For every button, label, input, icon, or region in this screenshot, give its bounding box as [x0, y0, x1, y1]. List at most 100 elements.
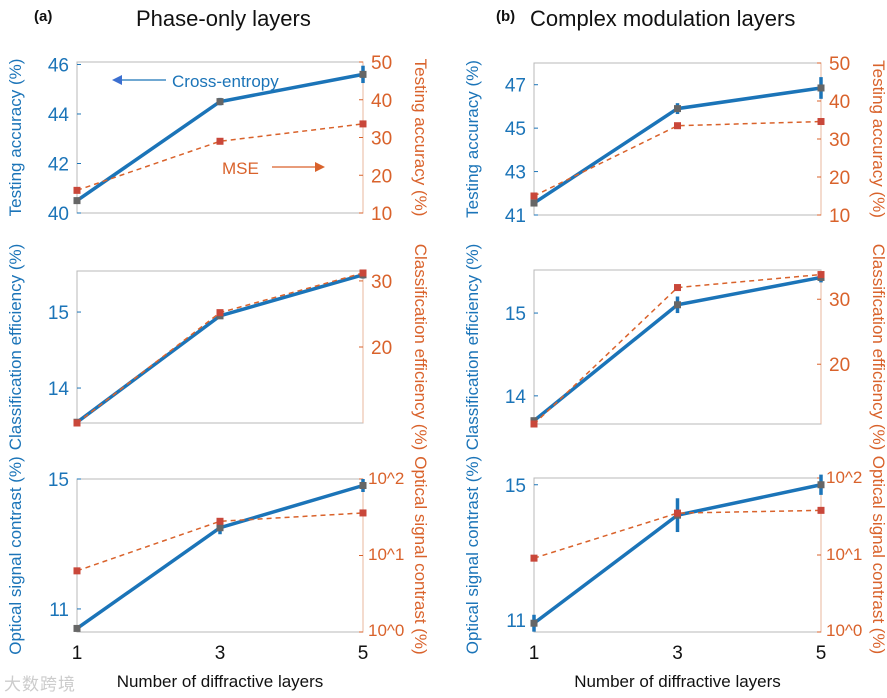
- series-line-cross-entropy: [76, 72, 364, 203]
- left-axis-title: Classification efficiency (%): [6, 244, 25, 451]
- right-tick-label: 50: [371, 53, 392, 74]
- right-tick-label: 30: [371, 272, 392, 293]
- x-axis-title: Number of diffractive layers: [117, 672, 324, 691]
- right-tick-label-log: 10^2: [826, 468, 863, 487]
- data-point-cross-entropy: [73, 624, 81, 632]
- right-tick-label-log: 10^1: [368, 545, 405, 564]
- right-axis-title: Testing accuracy (%): [869, 60, 887, 218]
- data-point-cross-entropy: [216, 98, 224, 106]
- data-point-cross-entropy: [359, 70, 367, 78]
- panel-b-label: (b): [496, 8, 516, 25]
- left-axis-title: Testing accuracy (%): [6, 59, 25, 217]
- left-tick-label: 40: [48, 204, 69, 225]
- data-point-mse: [73, 186, 81, 194]
- left-tick-label: 15: [505, 476, 526, 497]
- series-line-mse: [533, 120, 822, 197]
- data-point-mse: [73, 419, 81, 427]
- right-axis-title: Testing accuracy (%): [411, 59, 430, 217]
- data-point-cross-entropy: [530, 199, 538, 207]
- series-line-mse: [533, 509, 822, 559]
- right-tick-label: 30: [829, 290, 850, 311]
- x-tick-label: 1: [72, 643, 83, 664]
- right-tick-label: 20: [829, 168, 850, 189]
- right-axis-title: Optical signal contrast (%): [411, 456, 430, 654]
- right-tick-label-log: 10^1: [826, 545, 863, 564]
- data-point-mse: [216, 309, 224, 317]
- data-point-cross-entropy: [674, 301, 681, 309]
- left-axis-title: Optical signal contrast (%): [463, 456, 482, 654]
- data-point-cross-entropy: [73, 197, 81, 205]
- left-tick-label: 14: [48, 379, 70, 400]
- right-tick-label: 40: [371, 91, 392, 112]
- data-point-cross-entropy: [674, 105, 681, 113]
- series-line-mse: [76, 123, 364, 192]
- left-tick-label: 11: [49, 600, 69, 621]
- plot-frame: [76, 270, 364, 424]
- right-axis-title: Optical signal contrast (%): [869, 456, 887, 654]
- data-point-mse: [530, 192, 538, 200]
- data-point-mse: [216, 137, 224, 145]
- data-point-mse: [359, 269, 367, 277]
- watermark: 大数跨境: [4, 675, 76, 694]
- left-axis-title: Testing accuracy (%): [463, 60, 482, 218]
- chart-a-testing: 40 42 44 46 10 20 30 40 50 Testing accuracy (%) Te…: [6, 53, 430, 225]
- left-tick-label: 11: [506, 611, 526, 632]
- data-point-mse: [674, 284, 681, 292]
- arrow-right-icon: [315, 162, 325, 172]
- left-tick-label: 15: [48, 303, 69, 324]
- left-tick-label: 14: [505, 387, 527, 408]
- x-axis-title: Number of diffractive layers: [574, 672, 781, 691]
- left-tick-label: 43: [505, 163, 526, 184]
- panel-a-title: Phase-only layers: [136, 6, 311, 31]
- right-tick-label: 40: [829, 92, 850, 113]
- right-tick-label: 10: [829, 206, 850, 227]
- data-point-mse: [530, 554, 538, 562]
- annotation-cross-entropy: Cross-entropy: [172, 72, 279, 91]
- data-point-mse: [359, 509, 367, 517]
- right-tick-label-log: 10^0: [826, 621, 863, 640]
- series-line-mse: [76, 272, 364, 424]
- series-line-cross-entropy: [75, 273, 364, 424]
- data-point-cross-entropy: [530, 619, 538, 627]
- right-tick-label: 20: [371, 166, 392, 187]
- left-tick-label: 47: [505, 76, 526, 97]
- data-point-mse: [674, 509, 681, 517]
- left-tick-label: 15: [505, 304, 526, 325]
- x-tick-label: 3: [215, 643, 226, 664]
- chart-b-efficiency: 14 15 20 30 Classification efficiency (%) Cla…: [463, 244, 887, 451]
- right-tick-label: 20: [371, 338, 392, 359]
- right-axis-title: Classification efficiency (%): [411, 244, 430, 451]
- left-axis-title: Optical signal contrast (%): [6, 456, 25, 654]
- annotation-mse: MSE: [222, 159, 259, 178]
- right-tick-label: 50: [829, 54, 850, 75]
- right-tick-label-log: 10^0: [368, 621, 405, 640]
- x-tick-label: 5: [816, 643, 827, 664]
- right-tick-label: 30: [371, 129, 392, 150]
- chart-b-contrast: 11 15 Optical signal contrast (%) Optical s…: [463, 456, 887, 691]
- right-tick-label-log: 10^2: [368, 469, 405, 488]
- left-tick-label: 42: [48, 154, 69, 175]
- left-axis-title: Classification efficiency (%): [463, 244, 482, 451]
- left-tick-label: 41: [505, 206, 526, 227]
- data-point-mse: [359, 120, 367, 128]
- data-point-mse: [674, 122, 681, 130]
- right-tick-label: 30: [829, 130, 850, 151]
- chart-b-testing: 41 43 45 47 10 20 30 40 50 Testing accuracy (%) Te…: [463, 54, 887, 227]
- data-point-mse: [817, 118, 825, 126]
- panel-b-title: Complex modulation layers: [530, 6, 796, 31]
- right-axis-title: Classification efficiency (%): [869, 244, 887, 451]
- series-line-cross-entropy: [75, 483, 364, 630]
- arrow-left-icon: [112, 75, 122, 85]
- right-tick-label: 20: [829, 355, 850, 376]
- data-point-mse: [817, 271, 825, 279]
- left-tick-label: 44: [48, 105, 70, 126]
- data-point-cross-entropy: [817, 84, 825, 92]
- data-point-mse: [817, 506, 825, 514]
- left-tick-label: 46: [48, 55, 69, 76]
- plot-frame: [533, 269, 822, 425]
- x-tick-label: 3: [672, 643, 683, 664]
- data-point-mse: [530, 420, 538, 428]
- data-point-cross-entropy: [216, 524, 224, 532]
